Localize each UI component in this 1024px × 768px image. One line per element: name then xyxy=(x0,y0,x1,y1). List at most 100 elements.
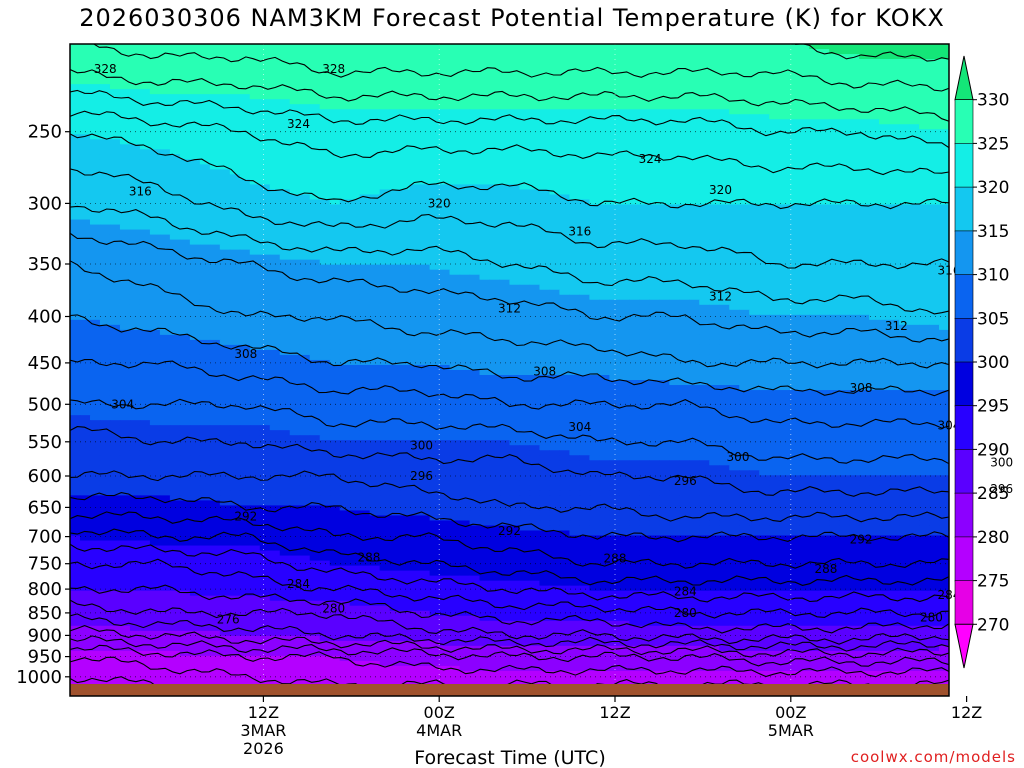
theta-cell xyxy=(559,259,571,266)
theta-cell xyxy=(209,99,221,105)
theta-cell xyxy=(589,204,600,211)
theta-cell xyxy=(649,204,660,211)
theta-cell xyxy=(439,49,451,55)
theta-cell xyxy=(449,154,461,160)
theta-cell xyxy=(589,214,600,221)
theta-cell xyxy=(429,199,441,206)
theta-cell xyxy=(229,159,241,165)
theta-cell xyxy=(719,189,730,196)
theta-cell xyxy=(559,179,571,186)
theta-cell xyxy=(419,179,431,186)
theta-cell xyxy=(939,219,949,226)
theta-cell xyxy=(669,49,680,55)
theta-cell xyxy=(409,189,421,196)
theta-cell xyxy=(909,204,920,211)
theta-cell xyxy=(609,124,620,130)
theta-cell xyxy=(109,259,121,266)
theta-cell xyxy=(249,144,261,150)
theta-cell xyxy=(309,274,321,281)
theta-cell xyxy=(789,184,800,191)
theta-cell xyxy=(619,184,630,191)
theta-cell xyxy=(409,284,421,291)
theta-cell xyxy=(509,94,521,100)
theta-cell xyxy=(519,234,531,241)
theta-cell xyxy=(759,149,770,155)
theta-cell xyxy=(789,294,800,301)
theta-cell xyxy=(739,94,750,100)
theta-cell xyxy=(609,319,620,326)
theta-cell xyxy=(829,309,840,316)
theta-cell xyxy=(559,289,571,296)
theta-cell xyxy=(809,119,820,125)
theta-cell xyxy=(859,79,870,85)
theta-cell xyxy=(639,269,650,276)
theta-cell xyxy=(839,114,850,120)
theta-cell xyxy=(70,84,81,90)
theta-cell xyxy=(549,44,561,50)
theta-cell xyxy=(849,219,860,226)
theta-cell xyxy=(719,269,730,276)
theta-cell xyxy=(719,154,730,160)
theta-cell xyxy=(289,239,301,246)
theta-cell xyxy=(349,99,361,105)
theta-cell xyxy=(789,274,800,281)
theta-cell xyxy=(239,179,251,186)
theta-cell xyxy=(899,84,910,90)
theta-cell xyxy=(419,69,431,75)
theta-cell xyxy=(129,294,141,301)
theta-cell xyxy=(809,164,820,170)
theta-cell xyxy=(809,214,820,221)
theta-cell xyxy=(629,299,640,306)
theta-cell xyxy=(849,309,860,316)
theta-cell xyxy=(199,64,211,70)
theta-cell xyxy=(139,144,151,150)
theta-cell xyxy=(429,109,441,115)
theta-cell xyxy=(729,64,740,70)
theta-cell xyxy=(849,299,860,306)
theta-cell xyxy=(79,84,91,90)
theta-cell xyxy=(669,69,680,75)
theta-cell xyxy=(369,139,381,145)
theta-cell xyxy=(879,294,890,301)
theta-cell xyxy=(869,139,880,145)
theta-cell xyxy=(839,224,850,231)
theta-cell xyxy=(759,274,770,281)
theta-cell xyxy=(169,294,181,301)
theta-cell xyxy=(70,244,81,251)
theta-cell xyxy=(389,144,401,150)
theta-cell xyxy=(879,134,890,140)
theta-cell xyxy=(139,304,151,311)
theta-cell xyxy=(529,149,541,155)
theta-cell xyxy=(489,64,501,70)
theta-cell xyxy=(249,324,261,331)
theta-cell xyxy=(569,284,581,291)
theta-cell xyxy=(439,289,451,296)
theta-cell xyxy=(359,254,371,261)
theta-cell xyxy=(389,169,401,175)
theta-cell xyxy=(209,194,221,201)
theta-cell xyxy=(339,69,351,75)
theta-cell xyxy=(569,264,581,271)
theta-cell xyxy=(389,199,401,206)
theta-cell xyxy=(109,159,121,165)
theta-cell xyxy=(889,209,900,216)
theta-cell xyxy=(139,269,151,276)
theta-cell xyxy=(439,114,451,120)
theta-cell xyxy=(719,114,730,120)
theta-cell xyxy=(899,234,910,241)
theta-cell xyxy=(419,314,431,321)
theta-cell xyxy=(449,309,461,316)
theta-cell xyxy=(279,309,291,316)
theta-cell xyxy=(529,244,541,251)
theta-cell xyxy=(659,74,670,80)
theta-cell xyxy=(79,179,91,186)
theta-cell xyxy=(449,279,461,286)
theta-cell xyxy=(369,239,381,246)
theta-cell xyxy=(119,159,131,165)
theta-cell xyxy=(70,154,81,160)
theta-cell xyxy=(769,284,780,291)
theta-cell xyxy=(609,139,620,145)
theta-cell xyxy=(589,234,600,241)
theta-cell xyxy=(99,254,111,261)
theta-cell xyxy=(429,314,441,321)
